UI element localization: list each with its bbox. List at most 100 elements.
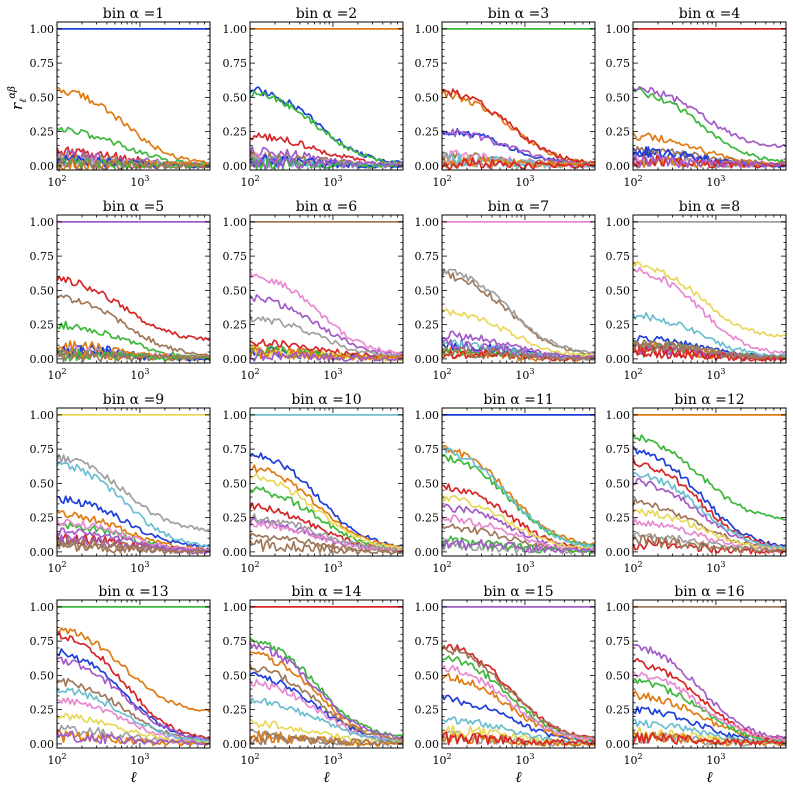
x-tick-exponent: 3 [529,367,534,376]
y-tick-label: 0.00 [30,160,55,173]
y-tick-label: 1.00 [30,409,55,422]
y-tick-label: 0.50 [223,284,248,297]
x-tick-exponent: 3 [144,560,149,569]
series-line-bin-2 [441,444,596,546]
x-tick-exponent: 2 [446,752,451,761]
series-line-bin-4 [441,483,596,552]
axes-frame [56,599,211,749]
x-tick-base: 10 [240,176,254,189]
y-tick-label: 0.25 [223,704,248,717]
x-tick-base: 10 [706,754,720,767]
axes-frame [56,21,211,171]
series-line-bin-9 [632,260,787,338]
series-line-bin-10 [56,461,211,548]
x-tick-label: 103 [323,560,342,575]
series-line-bin-6 [56,294,211,358]
y-tick-label: 0.00 [30,546,55,559]
series-line-bin-1 [632,445,787,548]
panel-title: bin α =2 [296,6,357,22]
axes-frame [632,407,787,557]
y-tick-label: 0.50 [30,477,55,490]
series-line-bin-3 [441,453,596,549]
series-line-bin-16 [56,539,211,555]
series-line-bin-1 [249,452,404,549]
series-line-bin-4 [56,631,211,740]
y-tick-label: 0.75 [415,250,440,263]
series-line-bin-16 [441,347,596,362]
x-tick-label: 102 [623,367,642,382]
y-tick-label: 0.00 [415,738,440,751]
x-tick-base: 10 [130,369,144,382]
panel-title: bin α =1 [103,6,164,22]
series-line-bin-5 [56,656,211,742]
y-tick-label: 0.75 [415,443,440,456]
panel-title: bin α =9 [103,392,164,408]
y-tick-label: 0.75 [415,635,440,648]
x-tick-label: 102 [432,367,451,382]
x-tick-base: 10 [515,562,529,575]
x-tick-label: 102 [47,752,66,767]
series-line-bin-3 [632,86,787,164]
x-tick-base: 10 [323,176,337,189]
x-tick-base: 10 [515,369,529,382]
series-line-bin-14 [632,344,787,362]
y-tick-label: 0.75 [30,443,55,456]
x-tick-exponent: 2 [61,367,66,376]
x-tick-exponent: 2 [254,174,259,183]
x-tick-exponent: 3 [144,367,149,376]
series-line-bin-15 [249,348,404,363]
series-line-bin-1 [249,86,404,164]
y-tick-label: 1.00 [30,23,55,36]
x-tick-exponent: 2 [446,174,451,183]
y-tick-label: 0.25 [30,319,55,332]
x-axis-label: ℓ [323,768,329,786]
x-tick-exponent: 2 [254,560,259,569]
y-tick-label: 0.25 [30,704,55,717]
x-tick-exponent: 3 [720,174,725,183]
y-axis-label: rℓαβ [7,86,29,110]
series-line-bin-16 [56,349,211,363]
x-tick-label: 102 [623,174,642,189]
panel-title: bin α =3 [488,6,549,22]
y-tick-label: 1.00 [606,409,631,422]
series-line-bin-2 [249,651,404,742]
x-tick-base: 10 [623,562,637,575]
y-tick-label: 0.75 [606,443,631,456]
y-tick-label: 0.50 [223,669,248,682]
x-tick-exponent: 3 [529,174,534,183]
x-tick-base: 10 [323,562,337,575]
panel-title: bin α =8 [679,199,740,215]
series-line-bin-15 [441,538,596,553]
panel-title: bin α =7 [488,199,549,215]
y-tick-label: 0.25 [606,704,631,717]
series-line-bin-15 [56,527,211,553]
x-tick-label: 103 [130,560,149,575]
y-tick-label: 0.50 [223,91,248,104]
series-line-bin-7 [56,696,211,744]
y-tick-label: 0.75 [606,57,631,70]
x-tick-label: 102 [47,174,66,189]
y-tick-label: 0.50 [30,669,55,682]
y-tick-label: 0.25 [30,512,55,525]
x-tick-base: 10 [515,754,529,767]
x-tick-label: 103 [323,752,342,767]
x-tick-exponent: 3 [337,367,342,376]
axes-frame [56,214,211,364]
y-axis-label-sup: αβ [7,86,18,99]
x-tick-label: 103 [130,367,149,382]
y-tick-label: 1.00 [606,601,631,614]
y-tick-label: 0.50 [415,477,440,490]
series-line-bin-8 [441,268,596,355]
y-tick-label: 0.75 [223,443,248,456]
series-line-bin-16 [632,534,787,554]
x-tick-exponent: 3 [720,367,725,376]
y-tick-label: 0.50 [223,477,248,490]
x-tick-label: 102 [240,560,259,575]
series-line-bin-15 [249,157,404,170]
x-tick-base: 10 [130,176,144,189]
series-line-bin-6 [441,644,596,741]
y-tick-label: 0.50 [415,284,440,297]
axes-frame [249,407,404,557]
